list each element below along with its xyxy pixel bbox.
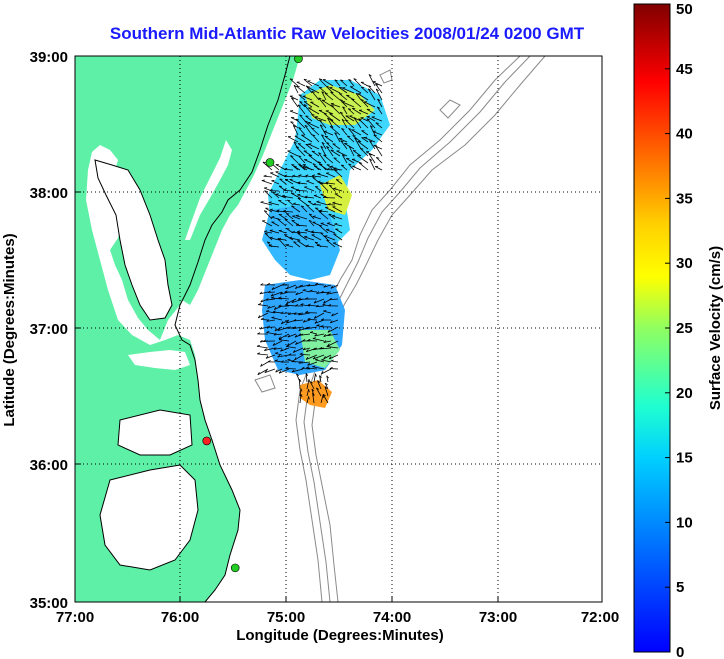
duck-station bbox=[202, 436, 212, 446]
lat-tick-label: 36:00 bbox=[30, 457, 68, 474]
colorbar-label: Surface Velocity (cm/s) bbox=[707, 246, 724, 410]
bay-upper-water bbox=[185, 140, 232, 240]
colorbar-tick-label: 35 bbox=[676, 190, 693, 207]
coastline bbox=[94, 56, 291, 602]
plot-frame bbox=[74, 55, 603, 603]
sound-water bbox=[128, 350, 190, 370]
south-station bbox=[230, 563, 240, 573]
colorbar-tick-label: 20 bbox=[676, 385, 693, 402]
colorbar-tick-label: 50 bbox=[676, 1, 693, 18]
pamlico-sound bbox=[100, 465, 198, 570]
colorbar-tick-label: 40 bbox=[676, 126, 693, 143]
station-markers bbox=[202, 56, 303, 573]
lon-tick-label: 73:00 bbox=[479, 609, 517, 626]
lat-tick-label: 35:00 bbox=[30, 595, 68, 612]
bay-water bbox=[95, 160, 172, 320]
y-axis-label: Latitude (Degrees:Minutes) bbox=[1, 233, 18, 426]
lat-tick-label: 37:00 bbox=[30, 321, 68, 338]
lon-tick-label: 72:00 bbox=[581, 609, 619, 626]
colorbar-tick-label: 5 bbox=[676, 579, 684, 596]
map-title: Southern Mid-Atlantic Raw Velocities 200… bbox=[109, 24, 585, 43]
tick-marks bbox=[74, 55, 603, 603]
lat-tick-label: 38:00 bbox=[30, 185, 68, 202]
colorbar bbox=[633, 3, 671, 653]
lon-tick-label: 75:00 bbox=[267, 609, 305, 626]
colorbar-tick-label: 0 bbox=[676, 644, 684, 659]
lat-tick-label: 39:00 bbox=[30, 49, 68, 66]
colorbar-tick-label: 25 bbox=[676, 320, 693, 337]
velocity-patch-orange bbox=[300, 380, 332, 408]
albemarle-sound bbox=[118, 410, 192, 455]
colorbar-tick-label: 15 bbox=[676, 450, 693, 467]
lon-tick-label: 77:00 bbox=[56, 609, 94, 626]
velocity-patch-mid bbox=[262, 205, 340, 280]
lon-tick-label: 76:00 bbox=[161, 609, 199, 626]
north-station bbox=[294, 56, 303, 64]
colorbar-tick-label: 10 bbox=[676, 514, 693, 531]
colorbar-ticks: 0 5 10 15 20 25 30 35 40 45 50 bbox=[665, 1, 693, 659]
colorbar-tick-label: 30 bbox=[676, 255, 693, 272]
x-axis-label: Longitude (Degrees:Minutes) bbox=[236, 627, 444, 644]
cape-may-station bbox=[265, 158, 275, 167]
lon-tick-label: 74:00 bbox=[373, 609, 411, 626]
bathymetry-contours bbox=[254, 56, 546, 602]
colorbar-tick-label: 45 bbox=[676, 61, 693, 78]
grid-lines bbox=[75, 56, 602, 602]
velocity-arrows bbox=[256, 74, 383, 404]
